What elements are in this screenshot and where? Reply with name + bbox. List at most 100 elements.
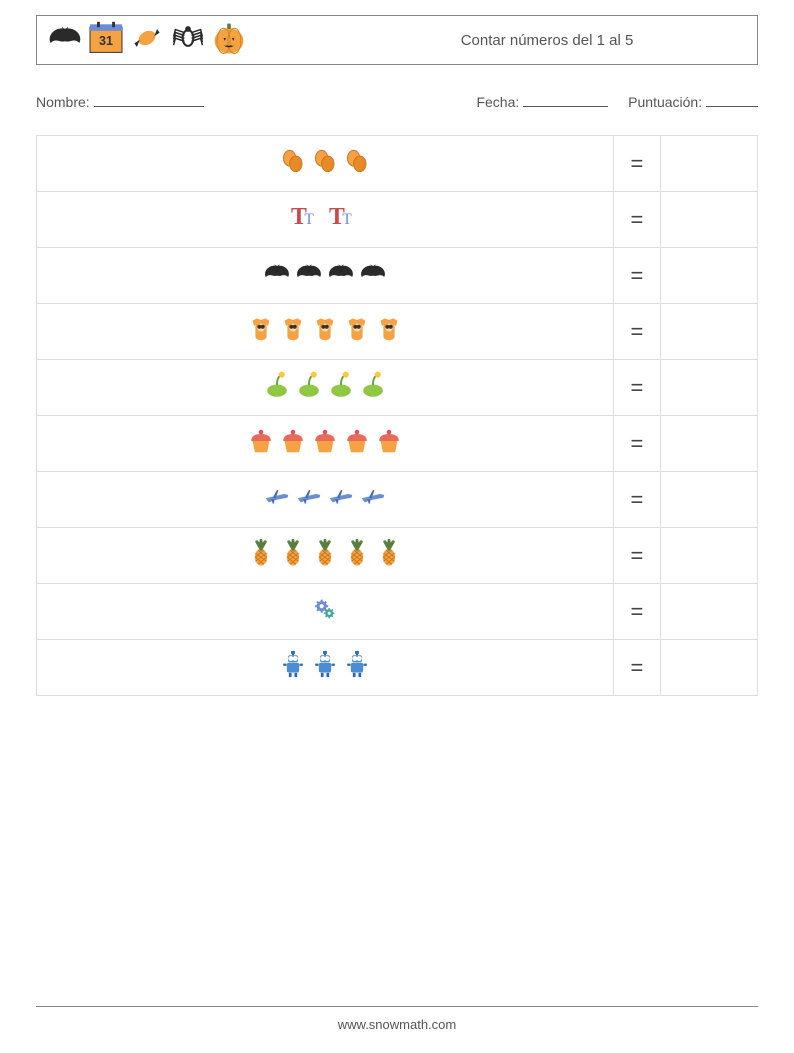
- items-cell: [37, 528, 614, 584]
- plane-icon: [359, 487, 387, 512]
- header-box: 31 Contar números del 1 al 5: [36, 15, 758, 65]
- onesie-icon: [279, 315, 307, 348]
- footer-divider: [36, 1006, 758, 1007]
- bat-icon: [295, 263, 323, 288]
- counting-row: TTTT=: [37, 192, 758, 248]
- name-blank[interactable]: [94, 93, 204, 107]
- answer-cell[interactable]: [660, 360, 757, 416]
- answer-cell[interactable]: [660, 248, 757, 304]
- onesie-icon: [375, 315, 403, 348]
- robot-icon: [311, 651, 339, 684]
- equals-cell: =: [613, 472, 660, 528]
- name-label: Nombre:: [36, 94, 90, 110]
- items-cell: [37, 304, 614, 360]
- pineapple-icon: [247, 539, 275, 572]
- cupcake-icon: [375, 427, 403, 460]
- counting-row: =: [37, 136, 758, 192]
- robot-icon: [343, 651, 371, 684]
- answer-cell[interactable]: [660, 640, 757, 696]
- equals-cell: =: [613, 136, 660, 192]
- footer-url: www.snowmath.com: [36, 1017, 758, 1032]
- sprout-icon: [263, 371, 291, 404]
- counting-row: =: [37, 584, 758, 640]
- sprout-icon: [295, 371, 323, 404]
- score-blank[interactable]: [706, 93, 758, 107]
- plane-icon: [263, 487, 291, 512]
- TT-icon: TT: [327, 203, 361, 236]
- answer-cell[interactable]: [660, 416, 757, 472]
- answer-cell[interactable]: [660, 136, 757, 192]
- counting-row: =: [37, 360, 758, 416]
- onesie-icon: [343, 315, 371, 348]
- gears-icon: [311, 595, 339, 628]
- cupcake-icon: [343, 427, 371, 460]
- items-cell: [37, 472, 614, 528]
- onesie-icon: [311, 315, 339, 348]
- equals-cell: =: [613, 360, 660, 416]
- header-halloween-icons: 31: [47, 20, 247, 61]
- cupcake-icon: [311, 427, 339, 460]
- date-label: Fecha:: [476, 94, 519, 110]
- equals-cell: =: [613, 248, 660, 304]
- answer-cell[interactable]: [660, 304, 757, 360]
- score-label: Puntuación:: [628, 94, 702, 110]
- counting-row: =: [37, 472, 758, 528]
- pineapple-icon: [343, 539, 371, 572]
- counting-row: =: [37, 248, 758, 304]
- items-cell: [37, 248, 614, 304]
- calendar31-icon: 31: [88, 20, 124, 61]
- bat-icon: [263, 263, 291, 288]
- items-cell: [37, 640, 614, 696]
- equals-cell: =: [613, 192, 660, 248]
- items-cell: [37, 416, 614, 472]
- equals-cell: =: [613, 528, 660, 584]
- answer-cell[interactable]: [660, 472, 757, 528]
- worksheet-title: Contar números del 1 al 5: [247, 32, 747, 49]
- counting-row: =: [37, 640, 758, 696]
- eggs-icon: [311, 147, 339, 180]
- pumpkin-icon: [211, 20, 247, 61]
- plane-icon: [327, 487, 355, 512]
- score-field: Puntuación:: [628, 93, 758, 110]
- eggs-icon: [279, 147, 307, 180]
- cupcake-icon: [247, 427, 275, 460]
- equals-cell: =: [613, 640, 660, 696]
- items-cell: TTTT: [37, 192, 614, 248]
- bat-icon: [47, 25, 83, 55]
- pineapple-icon: [279, 539, 307, 572]
- date-blank[interactable]: [523, 93, 608, 107]
- pineapple-icon: [375, 539, 403, 572]
- cupcake-icon: [279, 427, 307, 460]
- counting-table: =TTTT=========: [36, 135, 758, 696]
- equals-cell: =: [613, 584, 660, 640]
- counting-row: =: [37, 304, 758, 360]
- candy-icon: [129, 20, 165, 61]
- items-cell: [37, 584, 614, 640]
- sprout-icon: [359, 371, 387, 404]
- answer-cell[interactable]: [660, 192, 757, 248]
- answer-cell[interactable]: [660, 528, 757, 584]
- bat-icon: [359, 263, 387, 288]
- counting-row: =: [37, 416, 758, 472]
- eggs-icon: [343, 147, 371, 180]
- svg-text:T: T: [305, 211, 315, 228]
- items-cell: [37, 136, 614, 192]
- items-cell: [37, 360, 614, 416]
- onesie-icon: [247, 315, 275, 348]
- counting-row: =: [37, 528, 758, 584]
- sprout-icon: [327, 371, 355, 404]
- robot-icon: [279, 651, 307, 684]
- plane-icon: [295, 487, 323, 512]
- svg-text:T: T: [342, 211, 352, 228]
- spider-icon: [170, 20, 206, 61]
- bat-icon: [327, 263, 355, 288]
- equals-cell: =: [613, 416, 660, 472]
- pineapple-icon: [311, 539, 339, 572]
- name-field: Nombre:: [36, 93, 204, 110]
- svg-text:31: 31: [99, 34, 113, 48]
- TT-icon: TT: [289, 203, 323, 236]
- equals-cell: =: [613, 304, 660, 360]
- info-row: Nombre: Fecha: Puntuación:: [36, 93, 758, 110]
- date-field: Fecha:: [476, 93, 608, 110]
- answer-cell[interactable]: [660, 584, 757, 640]
